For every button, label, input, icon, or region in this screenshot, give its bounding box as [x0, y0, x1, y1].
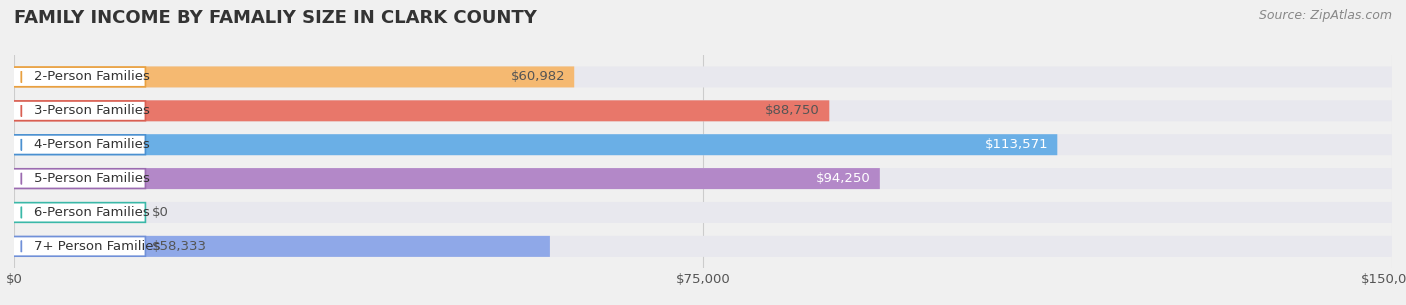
Text: 4-Person Families: 4-Person Families: [34, 138, 150, 151]
Text: $94,250: $94,250: [815, 172, 870, 185]
Text: 7+ Person Families: 7+ Person Families: [34, 240, 160, 253]
Text: 5-Person Families: 5-Person Families: [34, 172, 150, 185]
FancyBboxPatch shape: [14, 236, 550, 257]
FancyBboxPatch shape: [13, 67, 145, 87]
Text: $58,333: $58,333: [152, 240, 207, 253]
FancyBboxPatch shape: [14, 66, 574, 88]
Text: Source: ZipAtlas.com: Source: ZipAtlas.com: [1258, 9, 1392, 22]
FancyBboxPatch shape: [14, 168, 1392, 189]
FancyBboxPatch shape: [14, 168, 880, 189]
FancyBboxPatch shape: [14, 134, 1392, 155]
Text: 2-Person Families: 2-Person Families: [34, 70, 150, 84]
Text: $88,750: $88,750: [765, 104, 820, 117]
FancyBboxPatch shape: [13, 237, 145, 256]
Text: $113,571: $113,571: [984, 138, 1047, 151]
Text: FAMILY INCOME BY FAMALIY SIZE IN CLARK COUNTY: FAMILY INCOME BY FAMALIY SIZE IN CLARK C…: [14, 9, 537, 27]
Text: $60,982: $60,982: [510, 70, 565, 84]
FancyBboxPatch shape: [14, 100, 830, 121]
FancyBboxPatch shape: [14, 100, 1392, 121]
FancyBboxPatch shape: [14, 134, 1057, 155]
FancyBboxPatch shape: [13, 135, 145, 155]
FancyBboxPatch shape: [14, 66, 1392, 88]
Text: 3-Person Families: 3-Person Families: [34, 104, 150, 117]
FancyBboxPatch shape: [13, 101, 145, 121]
Text: $0: $0: [152, 206, 169, 219]
FancyBboxPatch shape: [14, 202, 1392, 223]
FancyBboxPatch shape: [13, 169, 145, 188]
FancyBboxPatch shape: [14, 236, 1392, 257]
Text: 6-Person Families: 6-Person Families: [34, 206, 150, 219]
FancyBboxPatch shape: [13, 203, 145, 222]
